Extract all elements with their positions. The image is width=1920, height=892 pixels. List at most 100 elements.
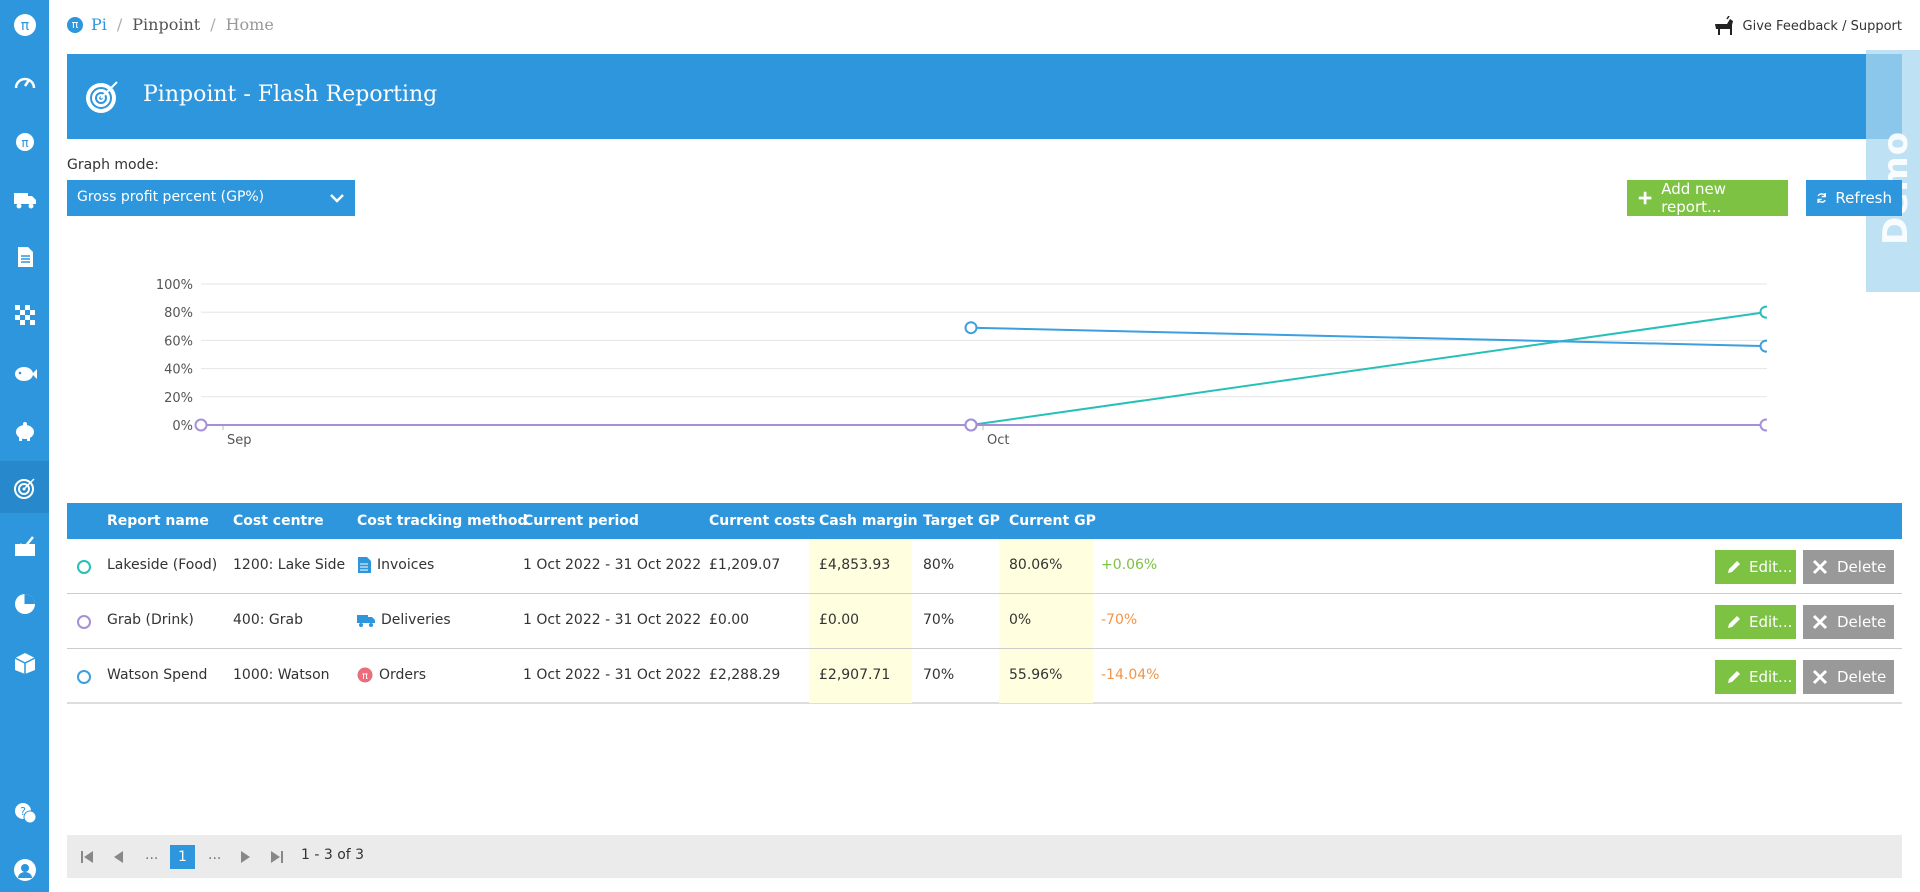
box-icon[interactable] <box>12 649 37 674</box>
cash-margin: £2,907.71 <box>819 667 891 683</box>
pi-orders-icon: π <box>357 667 373 683</box>
help-chat-icon[interactable]: ? <box>12 800 37 825</box>
col-current-gp[interactable]: Current GP <box>1009 513 1096 529</box>
pi-apple-icon[interactable]: π <box>12 128 37 153</box>
cost-centre: 1200: Lake Side <box>233 557 346 573</box>
demo-site-label: Demo Site <box>1876 131 1920 245</box>
current-costs: £1,209.07 <box>709 557 781 573</box>
current-costs: £0.00 <box>709 612 750 628</box>
cost-tracking-method: Invoices <box>357 557 434 573</box>
chart-series-line <box>970 326 1767 348</box>
pie-chart-icon[interactable] <box>12 591 37 616</box>
chart-series-line <box>970 311 1767 426</box>
method-label: Orders <box>379 667 427 683</box>
reports-table: Report name Cost centre Cost tracking me… <box>67 503 1902 704</box>
cost-tracking-method: Deliveries <box>357 612 451 628</box>
current-gp: 80.06% <box>1009 557 1063 573</box>
chart-y-tick-label: 40% <box>164 363 193 378</box>
pi-logo-icon[interactable]: π <box>12 12 37 37</box>
target-gp: 70% <box>923 667 955 683</box>
col-report-name[interactable]: Report name <box>107 513 209 529</box>
chart-data-point <box>194 418 208 432</box>
edit-button[interactable]: Edit... <box>1715 660 1796 694</box>
breadcrumb-section-link[interactable]: Pinpoint <box>132 15 201 34</box>
svg-text:π: π <box>21 136 28 150</box>
target-gp: 80% <box>923 557 955 573</box>
sidebar: π π ? <box>0 0 49 892</box>
cost-tracking-method: π Orders <box>357 667 426 683</box>
edit-button[interactable]: Edit... <box>1715 605 1796 639</box>
cash-margin-highlight <box>809 649 912 703</box>
pager-ellipsis[interactable]: ... <box>208 847 222 863</box>
close-icon <box>1812 614 1828 630</box>
col-cash-margin[interactable]: Cash margin <box>819 513 918 529</box>
delete-label: Delete <box>1837 668 1887 686</box>
feedback-link[interactable]: Give Feedback / Support <box>1713 16 1902 36</box>
chart-x-tick-label: Sep <box>227 433 252 448</box>
delete-button[interactable]: Delete <box>1803 550 1894 584</box>
last-page-icon[interactable] <box>269 849 285 865</box>
series-marker-icon <box>77 615 91 629</box>
demo-site-ribbon <box>1866 50 1920 292</box>
cash-margin: £4,853.93 <box>819 557 891 573</box>
col-current-period[interactable]: Current period <box>523 513 639 529</box>
current-period: 1 Oct 2022 - 31 Oct 2022 <box>523 667 702 683</box>
delete-button[interactable]: Delete <box>1803 605 1894 639</box>
graph-mode-value: Gross profit percent (GP%) <box>77 189 265 205</box>
pi-breadcrumb-icon: π <box>67 16 83 33</box>
report-name: Lakeside (Food) <box>107 557 218 573</box>
cash-margin-highlight <box>809 539 912 593</box>
chart-y-tick-label: 60% <box>164 334 193 349</box>
add-report-button[interactable]: Add new report... <box>1627 180 1788 216</box>
delete-label: Delete <box>1837 613 1887 631</box>
truck-icon[interactable] <box>12 186 37 211</box>
close-icon <box>1812 559 1828 575</box>
refresh-button[interactable]: Refresh <box>1806 180 1902 216</box>
chart-y-tick-label: 20% <box>164 391 193 406</box>
piggy-bank-icon[interactable] <box>12 418 37 443</box>
dog-icon <box>1714 16 1733 35</box>
svg-text:π: π <box>20 18 29 34</box>
table-row[interactable]: Watson Spend 1000: Watson π Orders 1 Oct … <box>67 649 1902 704</box>
user-account-icon[interactable] <box>12 857 37 882</box>
cost-centre: 1000: Watson <box>233 667 330 683</box>
graph-mode-select[interactable]: Gross profit percent (GP%) <box>67 180 355 216</box>
gp-line-chart: 100% 80% 60% 40% 20% 0% Sep Oct <box>156 278 1767 448</box>
pencil-icon <box>1728 671 1740 683</box>
pinpoint-target-icon[interactable] <box>12 475 37 500</box>
dashboard-gauge-icon[interactable] <box>12 70 37 95</box>
target-icon <box>83 76 123 120</box>
target-gp: 70% <box>923 612 955 628</box>
current-page[interactable]: 1 <box>170 845 195 869</box>
checkered-flag-icon[interactable] <box>12 302 37 327</box>
edit-label: Edit... <box>1749 668 1793 686</box>
gp-variance: -70% <box>1101 612 1138 628</box>
table-row[interactable]: Lakeside (Food) 1200: Lake Side Invoices… <box>67 539 1902 594</box>
delete-button[interactable]: Delete <box>1803 660 1894 694</box>
col-cost-centre[interactable]: Cost centre <box>233 513 324 529</box>
col-cost-tracking-method[interactable]: Cost tracking method <box>357 513 528 529</box>
first-page-icon[interactable] <box>79 849 95 865</box>
edit-button[interactable]: Edit... <box>1715 550 1796 584</box>
cash-margin: £0.00 <box>819 612 860 628</box>
checklist-tray-icon[interactable] <box>12 533 37 558</box>
col-target-gp[interactable]: Target GP <box>923 513 1000 529</box>
breadcrumb-root-link[interactable]: Pi <box>91 15 107 34</box>
invoice-document-icon[interactable] <box>12 244 37 269</box>
next-page-icon[interactable] <box>237 849 253 865</box>
add-report-label: Add new report... <box>1661 180 1727 216</box>
prev-page-icon[interactable] <box>111 849 127 865</box>
current-costs: £2,288.29 <box>709 667 781 683</box>
edit-label: Edit... <box>1749 613 1793 631</box>
page-header-banner: Pinpoint - Flash Reporting <box>67 54 1902 139</box>
col-current-costs[interactable]: Current costs <box>709 513 816 529</box>
fish-icon[interactable] <box>12 360 37 385</box>
table-header: Report name Cost centre Cost tracking me… <box>67 503 1902 539</box>
chart-y-tick-label: 100% <box>156 278 193 293</box>
close-icon <box>1812 669 1828 685</box>
pencil-icon <box>1728 616 1740 628</box>
plus-icon <box>1638 191 1652 205</box>
pager-ellipsis[interactable]: ... <box>145 847 159 863</box>
cash-margin-highlight <box>809 594 912 648</box>
table-row[interactable]: Grab (Drink) 400: Grab Deliveries 1 Oct … <box>67 594 1902 649</box>
